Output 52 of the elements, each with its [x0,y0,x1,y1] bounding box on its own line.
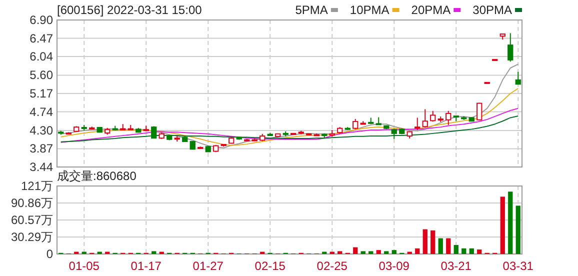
bar [368,251,374,254]
x-tick-label: 03-21 [440,259,472,273]
y-tick-label: 5.60 [30,68,54,82]
line-series [60,88,519,146]
chart-title: 成交量:860680 [57,169,137,183]
bar [477,250,482,254]
line-series [60,116,519,142]
y-tick-label: 60.57万 [10,212,53,227]
bar [415,248,420,254]
bar [360,251,366,254]
line-series [60,108,519,143]
x-tick-label: 03-09 [378,259,410,273]
bar [392,250,396,254]
x-tick-label: 01-05 [68,259,100,273]
line-series [60,64,519,148]
x-tick-label: 03-31 [502,259,534,273]
bar [500,196,505,254]
x-tick-label: 01-27 [192,259,224,273]
bar [454,245,458,254]
x-tick-label: 01-17 [130,259,162,273]
y-tick-label: 5.17 [30,86,54,100]
y-tick-label: 90.86万 [10,196,53,210]
bar [376,250,381,254]
y-tick-label: 121万 [20,179,53,193]
y-tick-label: 3.87 [30,142,54,156]
legend-label: 20PMA [411,3,451,17]
bar [516,206,520,254]
bar [338,251,342,254]
y-tick-label: 3.44 [30,160,54,174]
chart-title: [600156] 2022-03-31 15:00 [57,3,202,17]
bar [438,238,443,254]
bar [430,230,436,254]
bar [152,251,156,254]
y-tick-label: 6.04 [30,50,54,64]
legend-label: 10PMA [350,3,390,17]
x-tick-label: 02-25 [316,259,348,273]
x-tick-label: 02-15 [254,259,286,273]
y-tick-label: 6.90 [30,13,54,27]
y-tick-label: 4.74 [30,104,54,119]
y-tick-label: 6.47 [30,31,54,46]
legend-label: 5PMA [295,3,328,17]
bar [508,192,513,254]
legend-label: 30PMA [472,3,512,17]
y-tick-label: 0 [46,247,54,261]
bar [353,247,358,254]
bar [446,238,451,254]
bar [384,251,389,254]
bar [422,229,428,254]
bar [469,248,474,254]
y-tick-label: 4.30 [30,123,54,138]
y-tick-label: 30.29万 [10,230,53,244]
bar [462,248,466,254]
